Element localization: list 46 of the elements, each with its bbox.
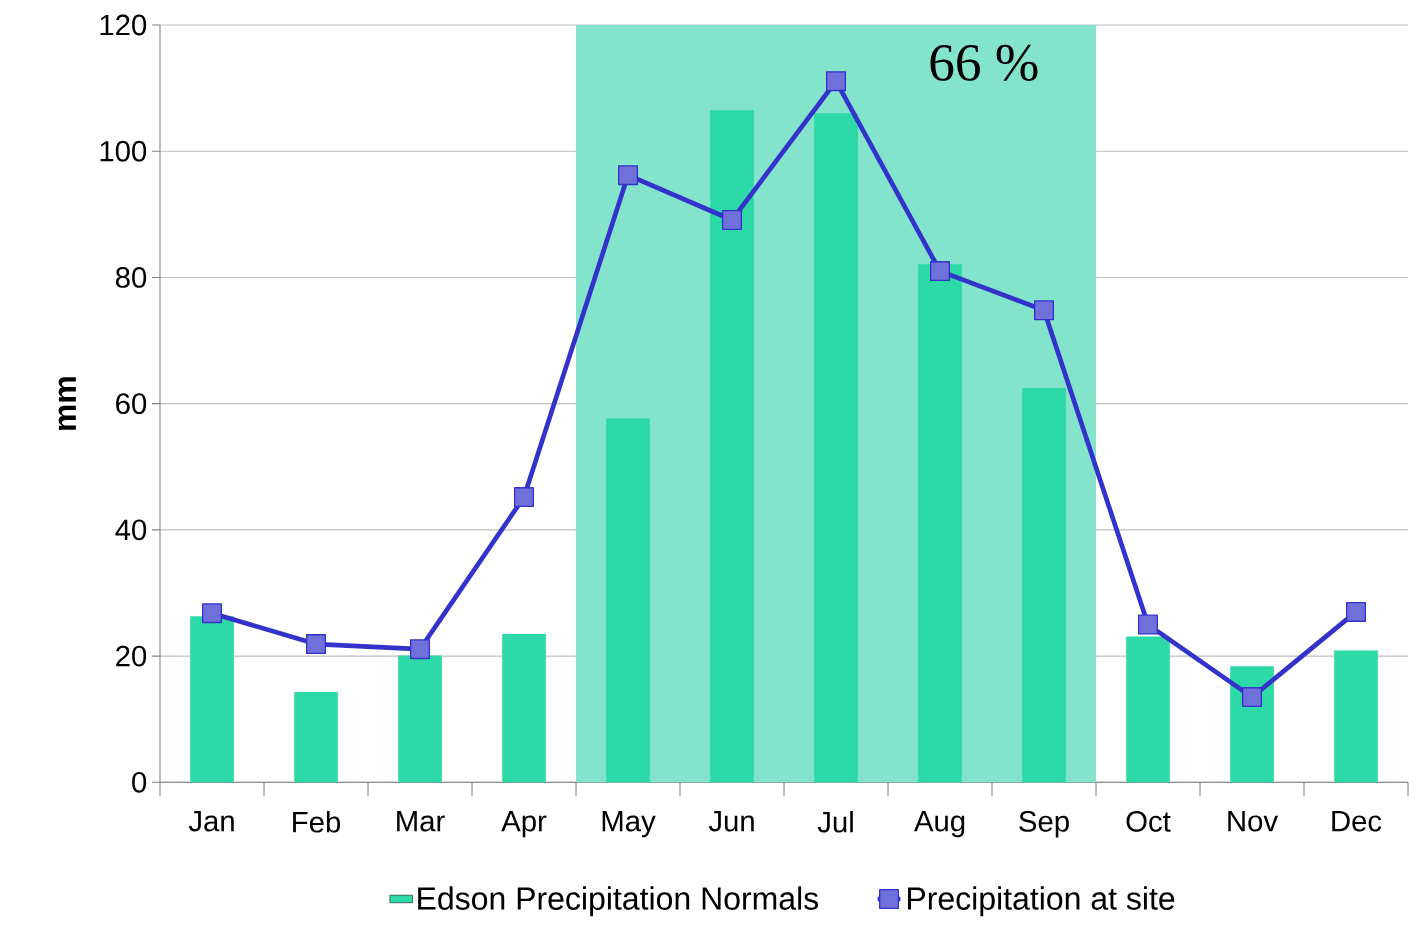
x-tick-label: Jan xyxy=(188,811,234,832)
x-tick-label: May xyxy=(602,811,656,838)
bar xyxy=(398,655,442,783)
point xyxy=(1034,300,1055,321)
point xyxy=(306,634,327,655)
legend-label: Precipitation at site xyxy=(908,886,1175,917)
y-tick-label: 40 xyxy=(115,519,147,541)
bar xyxy=(1022,387,1066,783)
point xyxy=(930,261,951,282)
y-tick-label: 100 xyxy=(100,140,147,162)
y-axis-title: mm xyxy=(58,377,76,430)
bar xyxy=(190,616,234,783)
bar xyxy=(918,264,962,783)
point xyxy=(202,603,223,624)
point xyxy=(1138,614,1159,635)
point xyxy=(826,71,847,92)
y-tick-label: 120 xyxy=(100,14,147,36)
x-tick-label: Oct xyxy=(1126,811,1171,832)
x-tick-label: Dec xyxy=(1332,811,1382,832)
bar xyxy=(814,113,858,783)
bar xyxy=(1334,650,1378,783)
point xyxy=(514,487,535,508)
x-tick-label: Jun xyxy=(708,811,754,832)
point xyxy=(618,165,639,186)
x-tick-label: Apr xyxy=(501,811,547,838)
bar xyxy=(606,418,650,783)
y-tick-label: 0 xyxy=(132,771,147,793)
bar xyxy=(502,634,546,783)
x-tick-label: Jul xyxy=(817,811,853,833)
x-tick-label: Aug xyxy=(913,811,965,838)
point xyxy=(722,209,743,230)
point xyxy=(410,639,431,660)
x-tick-label: Nov xyxy=(1228,811,1278,832)
y-tick-label: 60 xyxy=(116,393,147,415)
point xyxy=(1242,687,1263,708)
bar xyxy=(1126,636,1170,783)
legend-label: Edson Precipitation Normals xyxy=(418,886,819,917)
bar xyxy=(710,110,754,783)
band-label: 66 % xyxy=(930,44,1038,82)
y-tick-label: 20 xyxy=(116,645,147,667)
point xyxy=(1346,601,1367,622)
y-tick-label: 80 xyxy=(115,267,147,288)
x-tick-label: Sep xyxy=(1019,811,1069,838)
x-tick-label: Feb xyxy=(293,811,341,833)
bar xyxy=(294,692,338,783)
x-tick-label: Mar xyxy=(397,811,445,832)
